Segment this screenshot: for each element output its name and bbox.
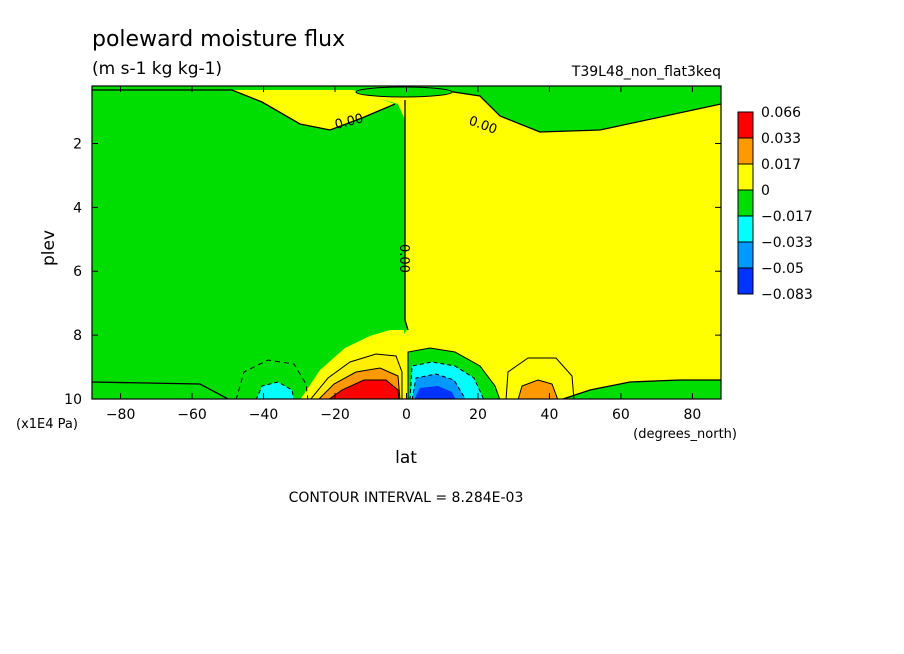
- positive-pocket-north: [505, 357, 575, 399]
- zero-contour-north-bottom: [560, 379, 721, 399]
- legend-swatch: [737, 189, 754, 217]
- negative-pocket-south-cyan: [255, 381, 295, 399]
- zero-contour-north-top: [439, 89, 721, 133]
- legend-swatch: [737, 267, 754, 295]
- legend-label: 0.017: [761, 157, 801, 173]
- y-axis-label: plev: [39, 230, 59, 266]
- x-axis-label: lat: [395, 448, 417, 468]
- x-tick-label: 20: [469, 407, 487, 423]
- x-tick-label: −40: [249, 407, 279, 423]
- chart-title: poleward moisture flux: [92, 27, 345, 52]
- positive-max-south-red: [328, 379, 400, 399]
- legend-swatch: [737, 111, 754, 139]
- positive-pocket-north-orange: [517, 379, 559, 399]
- zero-contour-equator: [404, 100, 409, 331]
- y-tick-label: 8: [73, 328, 82, 344]
- legend-swatch: [737, 241, 754, 269]
- x-tick-label: 0: [402, 407, 411, 423]
- y-axis: 2 4 6 8 10: [64, 136, 721, 408]
- contour-label: 0.00: [396, 244, 411, 273]
- contour-field: [92, 86, 721, 399]
- contour-label: 0.00: [333, 111, 365, 133]
- legend-swatch: [737, 163, 754, 191]
- negative-region-north-bottom: [563, 380, 721, 399]
- legend-label: 0: [761, 183, 770, 199]
- y-axis-units: (x1E4 Pa): [16, 417, 78, 432]
- legend-label: −0.083: [761, 287, 813, 303]
- negative-pocket-south: [235, 359, 309, 399]
- zero-contour-south-bottom: [92, 381, 230, 399]
- legend-label: −0.017: [761, 209, 813, 225]
- legend-label: −0.033: [761, 235, 813, 251]
- legend-label: 0.066: [761, 105, 801, 121]
- x-tick-label: 80: [683, 407, 701, 423]
- run-label: T39L48_non_flat3keq: [571, 64, 721, 80]
- chart-units: (m s-1 kg kg-1): [92, 59, 222, 79]
- legend-swatch: [737, 215, 754, 243]
- y-tick-label: 6: [73, 264, 82, 280]
- positive-strip-south-top: [92, 89, 395, 130]
- x-axis-units: (degrees_north): [633, 427, 737, 442]
- x-axis: −80 −60 −40 −20 0 20 40 60 80: [106, 86, 701, 423]
- negative-region-south: [92, 86, 408, 399]
- positive-pocket-north-top: [448, 96, 480, 108]
- zero-contour-south-top: [92, 89, 396, 131]
- contour-interval: CONTOUR INTERVAL = 8.284E-03: [289, 490, 524, 506]
- y-tick-label: 10: [64, 392, 82, 408]
- top-closed-contour: [355, 86, 453, 98]
- legend-swatch: [737, 137, 754, 165]
- legend-label: −0.05: [761, 261, 804, 277]
- y-tick-label: 2: [73, 136, 82, 152]
- x-tick-label: 40: [541, 407, 559, 423]
- negative-max-north-deep: [414, 386, 456, 399]
- negative-region-north-top: [440, 86, 721, 132]
- x-tick-label: 60: [612, 407, 630, 423]
- x-tick-label: −20: [320, 407, 350, 423]
- x-tick-label: −80: [106, 407, 136, 423]
- y-tick-label: 4: [73, 200, 82, 216]
- x-tick-label: −60: [177, 407, 207, 423]
- legend-label: 0.033: [761, 131, 801, 147]
- color-legend: 0.066 0.033 0.017 0 −0.017 −0.033 −0.05 −0.083: [737, 105, 813, 303]
